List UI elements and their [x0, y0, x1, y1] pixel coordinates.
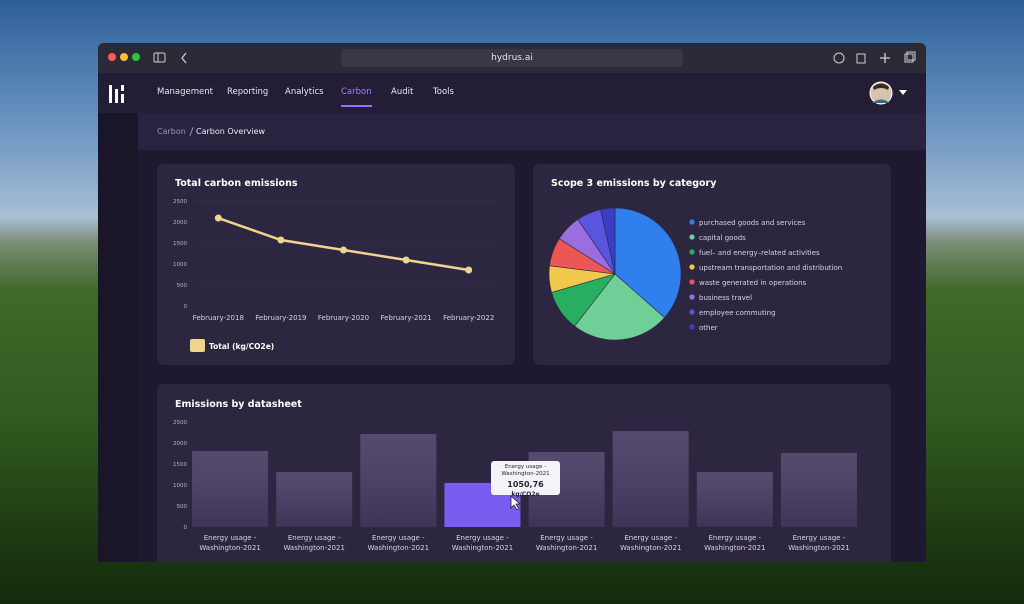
legend-label: fuel– and energy–related activities: [699, 249, 820, 257]
logo[interactable]: [108, 84, 130, 104]
bar-shade: [780, 452, 857, 527]
y-tick-label: 0: [184, 304, 188, 310]
legend-label: business travel: [699, 294, 752, 302]
zoom-button[interactable]: [132, 53, 140, 61]
breadcrumb-separator: [189, 127, 194, 136]
point: [214, 214, 222, 222]
legend-label: employee commuting: [699, 309, 776, 317]
y-tick-label: 1000: [173, 483, 187, 489]
x-tick-label: February-2021: [380, 314, 431, 322]
legend-dot: [689, 324, 695, 330]
legend-label: waste generated in operations: [699, 279, 807, 287]
bar-chart-card: Emissions by datasheet 0 500 1000 1500 2000 2…: [157, 384, 891, 562]
chart-title: Emissions by datasheet: [175, 399, 302, 410]
sidebar: [98, 113, 138, 562]
nav-item[interactable]: Tools: [433, 87, 454, 97]
y-tick-label: 1000: [173, 262, 187, 268]
tooltip-value: 1050,76: [507, 480, 544, 489]
nav-item[interactable]: Carbon: [341, 87, 372, 97]
y-tick-label: 500: [177, 504, 188, 510]
toolbar-icons: [153, 52, 187, 64]
bar-shade: [276, 471, 353, 527]
legend-dot: [689, 249, 695, 255]
legend-dot: [689, 279, 695, 285]
pie-chart-card: Scope 3 emissions by category purchased …: [533, 164, 891, 365]
x-tick-label: Energy usage - Washington-2021: [788, 534, 850, 552]
tooltip-category: Energy usage - Washington-2021: [501, 464, 550, 477]
legend-label: other: [699, 324, 718, 332]
x-tick-label: Energy usage - Washington-2021: [199, 534, 261, 552]
pie-chart: Scope 3 emissions by category purchased …: [548, 178, 842, 341]
pie-slice: [574, 273, 665, 341]
legend-dot: [689, 309, 695, 315]
chart-title: Total carbon emissions: [175, 178, 298, 189]
breadcrumb-current: Carbon Overview: [196, 127, 266, 136]
y-tick-label: 2500: [173, 420, 187, 426]
breadcrumb-link[interactable]: Carbon: [157, 127, 186, 136]
minimize-button[interactable]: [120, 53, 128, 61]
point: [340, 246, 347, 254]
point: [465, 266, 473, 274]
legend-dot: [689, 294, 695, 300]
user-menu[interactable]: [868, 81, 913, 105]
nav-item[interactable]: Reporting: [227, 87, 269, 97]
point: [402, 256, 410, 264]
y-tick-label: 2500: [173, 199, 187, 205]
y-tick-label: 1500: [173, 241, 187, 247]
tooltip-unit: kg/CO2e: [511, 491, 540, 498]
legend-label: Total (kg/CO2e): [209, 342, 274, 351]
y-tick-label: 500: [177, 283, 188, 289]
legend-label: capital goods: [699, 234, 746, 242]
pie-slice: [614, 207, 682, 319]
url: hydrus.ai: [491, 53, 533, 63]
line: [217, 216, 469, 272]
x-tick-label: Energy usage - Washington-2021: [451, 534, 514, 552]
legend-label: purchased goods and services: [699, 219, 806, 227]
bar-shade: [696, 471, 773, 527]
x-tick-label: February-2019: [255, 314, 306, 322]
nav-item[interactable]: Analytics: [285, 87, 324, 97]
chart-title: Scope 3 emissions by category: [551, 178, 717, 189]
x-tick-label: Energy usage - Washington-2021: [619, 534, 682, 552]
pie-slice: [600, 207, 616, 275]
bar-shade: [192, 450, 269, 527]
x-tick-label: Energy usage - Washington-2021: [367, 534, 430, 552]
title-bar: hydrus.ai: [98, 43, 926, 73]
tooltip: Energy usage - Washington-2021 1050,76 k…: [491, 461, 560, 498]
close-button[interactable]: [108, 53, 116, 61]
bar-shade: [612, 430, 689, 527]
bar-shade: [360, 434, 437, 527]
active-indicator: [341, 105, 372, 107]
line-chart: Total carbon emissions 0 500 1000 1500 2000 2…: [173, 178, 497, 352]
y-tick-label: 0: [184, 525, 188, 531]
legend-dot: [689, 234, 695, 240]
nav-item[interactable]: Management: [157, 87, 213, 97]
x-tick-label: February-2018: [193, 314, 244, 322]
point: [277, 236, 285, 244]
app-nav: Management Reporting Analytics Carbon Au…: [98, 73, 926, 113]
legend-label: upstream transportation and distribution: [699, 264, 842, 272]
address-bar[interactable]: hydrus.ai: [341, 49, 683, 67]
bar-chart: Emissions by datasheet 0 500 1000 1500 2000 2…: [173, 399, 857, 531]
nav-item[interactable]: Audit: [391, 87, 414, 97]
x-tick-label: Energy usage - Washington-2021: [283, 534, 345, 552]
legend-dot: [689, 264, 695, 270]
browser-actions: [833, 51, 916, 64]
y-tick-label: 1500: [173, 462, 187, 468]
y-tick-label: 2000: [173, 220, 187, 226]
x-tick-label: Energy usage - Washington-2021: [535, 534, 598, 552]
legend-swatch: [190, 339, 205, 352]
x-tick-label: Energy usage - Washington-2021: [704, 534, 766, 552]
cursor: [510, 495, 522, 511]
legend-dot: [689, 219, 695, 225]
line-chart-card: Total carbon emissions 0 500 1000 1500 2000 2…: [157, 164, 515, 365]
x-tick-label: February-2020: [318, 314, 369, 322]
browser-window: hydrus.ai Management Reporting Analytics…: [98, 43, 926, 562]
breadcrumb: Carbon Carbon Overview: [138, 113, 926, 150]
y-tick-label: 2000: [173, 441, 187, 447]
x-tick-label: February-2022: [443, 314, 494, 322]
